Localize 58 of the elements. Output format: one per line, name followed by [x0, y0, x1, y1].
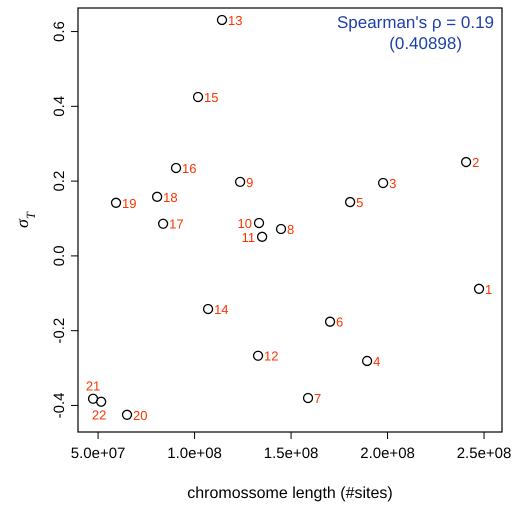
point	[96, 396, 106, 407]
point	[202, 304, 214, 314]
y-tick-label: 0.4	[51, 96, 68, 117]
annotation: 10	[238, 216, 252, 231]
y-tick-label: 0.2	[51, 170, 68, 192]
annotation: Spearman's ρ = 0.19	[336, 13, 494, 32]
point	[234, 176, 246, 188]
point	[122, 410, 132, 420]
x-tick-label: 2.0e+08	[360, 445, 415, 462]
annotation: 4	[373, 354, 380, 369]
annotation: 15	[204, 90, 219, 105]
annotation: 14	[214, 302, 229, 317]
point	[344, 196, 356, 208]
annotation: 17	[169, 216, 184, 232]
point	[252, 350, 264, 361]
point	[474, 284, 484, 294]
y-tick-label: -0.2	[51, 318, 68, 344]
annotation: 3	[389, 176, 396, 191]
point	[324, 316, 336, 327]
point	[378, 178, 388, 188]
annotation: 5	[356, 195, 364, 210]
annotation: (0.40898)	[389, 34, 462, 53]
point	[152, 192, 162, 202]
annotation: 11	[242, 230, 256, 245]
annotation: 22	[92, 408, 106, 423]
annotation: 6	[336, 314, 344, 330]
annotation: 18	[163, 190, 178, 205]
point	[110, 198, 122, 208]
annotation: 13	[228, 12, 242, 28]
point	[362, 356, 372, 366]
annotation: 8	[287, 222, 294, 237]
y-tick-label: -0.4	[51, 392, 68, 418]
point	[256, 232, 268, 242]
annotation: 19	[122, 196, 136, 211]
point	[254, 218, 264, 228]
point	[460, 156, 472, 168]
point	[158, 218, 168, 229]
point	[302, 392, 314, 404]
point	[88, 394, 98, 404]
point	[170, 162, 182, 174]
annotation: 21	[86, 378, 100, 394]
annotation: 12	[264, 348, 279, 364]
y-tick-label: 0.6	[51, 21, 68, 42]
x-tick-label: 1.0e+08	[167, 445, 222, 462]
x-tick-label: 5.0e+07	[70, 445, 126, 462]
point	[216, 14, 228, 26]
annotation: 9	[246, 174, 254, 190]
annotation: 16	[182, 161, 197, 176]
point	[192, 92, 204, 102]
annotation: 1	[485, 282, 492, 297]
x-axis-title: chromossome length (#sites)	[187, 485, 393, 502]
point	[276, 224, 286, 234]
annotation: 2	[472, 155, 480, 170]
annotation: 20	[133, 408, 148, 423]
x-tick-label: 1.5e+08	[264, 445, 318, 462]
x-tick-label: 2.5e+08	[456, 445, 512, 462]
y-tick-label: 0.0	[51, 245, 68, 266]
annotation: 7	[314, 390, 322, 406]
